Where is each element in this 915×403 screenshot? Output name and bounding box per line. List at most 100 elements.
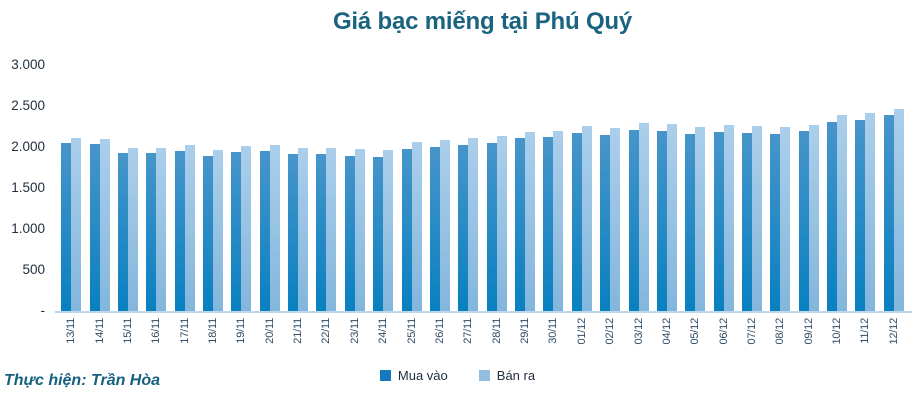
bar-mua-vao — [656, 131, 667, 311]
bar-ban-ra — [808, 124, 819, 311]
x-tick-label: 17/11 — [178, 318, 191, 344]
legend-item-ban-ra: Bán ra — [478, 368, 536, 383]
x-tick-label: 14/11 — [93, 318, 106, 344]
bar-ban-ra — [99, 138, 110, 311]
bar-ban-ra — [525, 132, 536, 311]
x-tick-label: 30/11 — [547, 318, 560, 344]
x-tick-label: 25/11 — [405, 318, 418, 344]
x-tick-label: 02/12 — [604, 318, 617, 345]
x-tick-label: 26/11 — [433, 318, 446, 344]
bar-ban-ra — [638, 123, 649, 311]
bar-mua-vao — [288, 153, 299, 311]
bar-ban-ra — [723, 125, 734, 311]
x-tick-label: 11/12 — [859, 318, 872, 344]
bar-ban-ra — [837, 114, 848, 311]
x-tick-label: 06/12 — [717, 318, 730, 345]
bar-mua-vao — [458, 145, 469, 311]
bar-mua-vao — [174, 151, 185, 311]
bar-ban-ra — [893, 108, 904, 311]
legend-item-mua-vao: Mua vào — [379, 368, 448, 383]
x-tick-label: 12/12 — [887, 318, 900, 345]
y-tick-label: 1.000 — [11, 221, 45, 236]
bar-ban-ra — [496, 135, 507, 311]
x-tick-label: 07/12 — [745, 318, 758, 345]
bar-mua-vao — [770, 134, 781, 311]
x-tick-label: 23/11 — [348, 318, 361, 344]
x-tick-label: 10/12 — [831, 318, 844, 345]
x-tick-label: 08/12 — [774, 318, 787, 345]
sell-series-swatch-icon — [478, 370, 490, 381]
bar-mua-vao — [798, 131, 809, 311]
chart-title: Giá bạc miếng tại Phú Quý — [332, 8, 633, 35]
plot-area — [55, 65, 912, 313]
bar-ban-ra — [127, 147, 138, 311]
x-tick-label: 27/11 — [462, 318, 475, 344]
bar-mua-vao — [685, 134, 696, 311]
credit-text: Thực hiện: Trần Hòa — [4, 372, 161, 389]
bar-mua-vao — [486, 142, 497, 311]
bar-ban-ra — [354, 148, 365, 311]
x-tick-label: 24/11 — [377, 318, 390, 344]
bar-ban-ra — [213, 150, 224, 311]
y-tick-label: 1.500 — [11, 180, 45, 195]
x-tick-label: 29/11 — [519, 318, 532, 344]
bar-ban-ra — [780, 126, 791, 311]
bar-ban-ra — [298, 148, 309, 311]
bar-ban-ra — [383, 149, 394, 311]
bar-mua-vao — [628, 130, 639, 311]
bar-mua-vao — [855, 119, 866, 311]
bar-mua-vao — [515, 138, 526, 311]
x-tick-label: 03/12 — [632, 318, 645, 345]
y-tick-label: - — [40, 303, 46, 318]
y-tick-label: 2.500 — [11, 98, 45, 113]
bar-mua-vao — [571, 132, 582, 311]
bar-mua-vao — [231, 151, 242, 311]
bar-ban-ra — [184, 145, 195, 311]
x-axis-line — [55, 311, 912, 313]
legend-label-mua-vao: Mua vào — [397, 368, 448, 383]
x-tick-label: 01/12 — [575, 318, 588, 345]
x-tick-label: 05/12 — [689, 318, 702, 345]
bar-mua-vao — [117, 153, 128, 311]
x-tick-label: 21/11 — [292, 318, 305, 344]
bar-mua-vao — [883, 115, 894, 311]
x-tick-label: 16/11 — [150, 318, 163, 344]
bar-ban-ra — [71, 137, 82, 311]
legend-label-ban-ra: Bán ra — [496, 368, 536, 383]
x-tick-label: 22/11 — [320, 318, 333, 344]
bar-ban-ra — [610, 128, 621, 311]
bar-ban-ra — [581, 125, 592, 311]
x-tick-label: 28/11 — [490, 318, 503, 344]
bar-mua-vao — [259, 151, 270, 311]
x-tick-label: 13/11 — [65, 318, 78, 344]
bar-mua-vao — [429, 147, 440, 311]
bar-ban-ra — [751, 125, 762, 311]
bar-ban-ra — [156, 147, 167, 311]
legend: Mua vào Bán ra — [0, 368, 915, 383]
bar-mua-vao — [713, 132, 724, 311]
bar-mua-vao — [827, 121, 838, 311]
bar-ban-ra — [411, 141, 422, 311]
x-tick-label: 18/11 — [207, 318, 220, 344]
bar-mua-vao — [146, 153, 157, 311]
bar-mua-vao — [203, 155, 214, 311]
bar-mua-vao — [600, 134, 611, 311]
bar-mua-vao — [543, 137, 554, 311]
bar-ban-ra — [269, 145, 280, 311]
bar-ban-ra — [865, 112, 876, 311]
bar-ban-ra — [326, 148, 337, 311]
bar-ban-ra — [241, 145, 252, 311]
bar-mua-vao — [373, 157, 384, 311]
bar-ban-ra — [553, 130, 564, 311]
bar-ban-ra — [666, 124, 677, 311]
bar-mua-vao — [89, 144, 100, 311]
bar-ban-ra — [439, 140, 450, 311]
bar-mua-vao — [61, 143, 72, 311]
x-tick-label: 15/11 — [121, 318, 134, 344]
x-tick-label: 19/11 — [235, 318, 248, 344]
bar-ban-ra — [468, 137, 479, 311]
y-tick-label: 3.000 — [11, 57, 45, 72]
y-tick-label: 2.000 — [11, 139, 45, 154]
y-tick-label: 500 — [22, 262, 45, 277]
